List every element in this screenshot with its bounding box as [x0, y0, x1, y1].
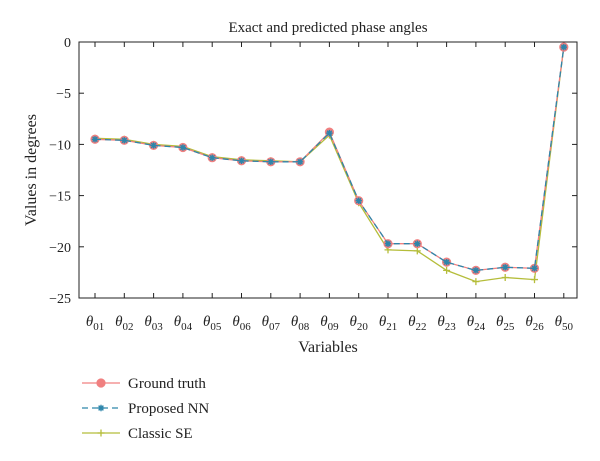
data-point-proposed-nn — [502, 264, 509, 271]
data-point-proposed-nn — [121, 137, 128, 144]
data-point-proposed-nn — [355, 197, 362, 204]
y-tick-label: −25 — [49, 292, 71, 307]
data-point-proposed-nn — [531, 265, 538, 272]
series-layer — [90, 42, 569, 286]
data-point-proposed-nn — [326, 129, 333, 137]
series-line-ground-truth — [94, 47, 565, 272]
plot-frame — [78, 41, 578, 299]
x-tick-label-theta06: θ06 — [232, 314, 251, 333]
data-point-proposed-nn — [296, 158, 304, 166]
legend-label-classic-se: Classic SE — [128, 426, 193, 442]
data-point-proposed-nn — [472, 267, 480, 274]
x-tick-label-theta24: θ24 — [467, 314, 486, 333]
data-point-proposed-nn — [443, 258, 450, 266]
x-tick-label-theta05: θ05 — [203, 314, 222, 333]
legend-label-proposed-nn: Proposed NN — [128, 401, 209, 417]
chart-title: Exact and predicted phase angles — [228, 20, 427, 36]
data-point-proposed-nn — [414, 240, 421, 247]
data-point-proposed-nn — [179, 144, 187, 151]
series-line-classic-se — [94, 47, 565, 283]
y-tick-label: 0 — [64, 36, 71, 51]
data-point-classic-se — [413, 247, 421, 255]
x-tick-label-theta23: θ23 — [437, 314, 456, 333]
data-point-proposed-nn — [150, 142, 157, 149]
x-tick-label-theta07: θ07 — [262, 314, 281, 333]
series-line-proposed-nn — [94, 47, 565, 272]
legend-item-classic-se: Classic SE — [82, 426, 193, 442]
data-point-proposed-nn — [238, 157, 245, 164]
data-point-proposed-nn — [384, 240, 392, 247]
data-point-proposed-nn — [560, 43, 567, 51]
series-classic-se — [91, 43, 568, 286]
y-tick-label: −20 — [49, 241, 71, 256]
x-tick-label-theta20: θ20 — [350, 314, 369, 333]
legend-label-ground-truth: Ground truth — [128, 376, 206, 392]
y-axis-label: Values in degrees — [23, 114, 40, 226]
data-point-classic-se — [501, 274, 509, 282]
series-ground-truth — [90, 42, 569, 275]
x-tick-label-theta25: θ25 — [496, 314, 515, 333]
x-axis-label: Variables — [298, 339, 358, 356]
legend: Ground truth Proposed NN Classic SE — [82, 376, 209, 442]
x-tick-label-theta08: θ08 — [291, 314, 310, 333]
x-tick-label-theta02: θ02 — [115, 314, 133, 333]
legend-item-proposed-nn: Proposed NN — [82, 401, 209, 417]
x-tick-label-theta22: θ22 — [408, 314, 426, 333]
x-axis: θ01 θ02 θ03 θ04 θ05 θ06 θ07 θ08 θ09 θ20 θ21 θ22 θ23 θ… — [86, 42, 574, 333]
data-point-classic-se — [472, 278, 480, 286]
x-tick-label-theta09: θ09 — [320, 314, 339, 333]
data-point-proposed-nn — [209, 154, 216, 161]
data-point-proposed-nn — [267, 158, 274, 166]
x-tick-label-theta01: θ01 — [86, 314, 104, 333]
data-point-proposed-nn — [91, 136, 99, 143]
legend-item-ground-truth: Ground truth — [82, 376, 206, 392]
legend-marker-classic-se — [97, 429, 105, 437]
data-point-classic-se — [531, 276, 538, 284]
y-tick-label: −15 — [49, 190, 71, 205]
x-tick-label-theta21: θ21 — [379, 314, 397, 333]
series-proposed-nn — [91, 43, 567, 274]
legend-marker-proposed-nn — [97, 404, 105, 412]
y-tick-label: −5 — [56, 87, 71, 102]
legend-marker-ground-truth — [96, 378, 106, 388]
y-tick-label: −10 — [49, 138, 71, 153]
x-tick-label-theta04: θ04 — [174, 314, 193, 333]
x-tick-label-theta26: θ26 — [525, 314, 544, 333]
x-tick-label-theta50: θ50 — [555, 314, 574, 333]
data-point-classic-se — [443, 266, 451, 274]
y-axis: 0 −5 −10 −15 −20 −25 — [49, 36, 577, 307]
x-tick-label-theta03: θ03 — [144, 314, 163, 333]
